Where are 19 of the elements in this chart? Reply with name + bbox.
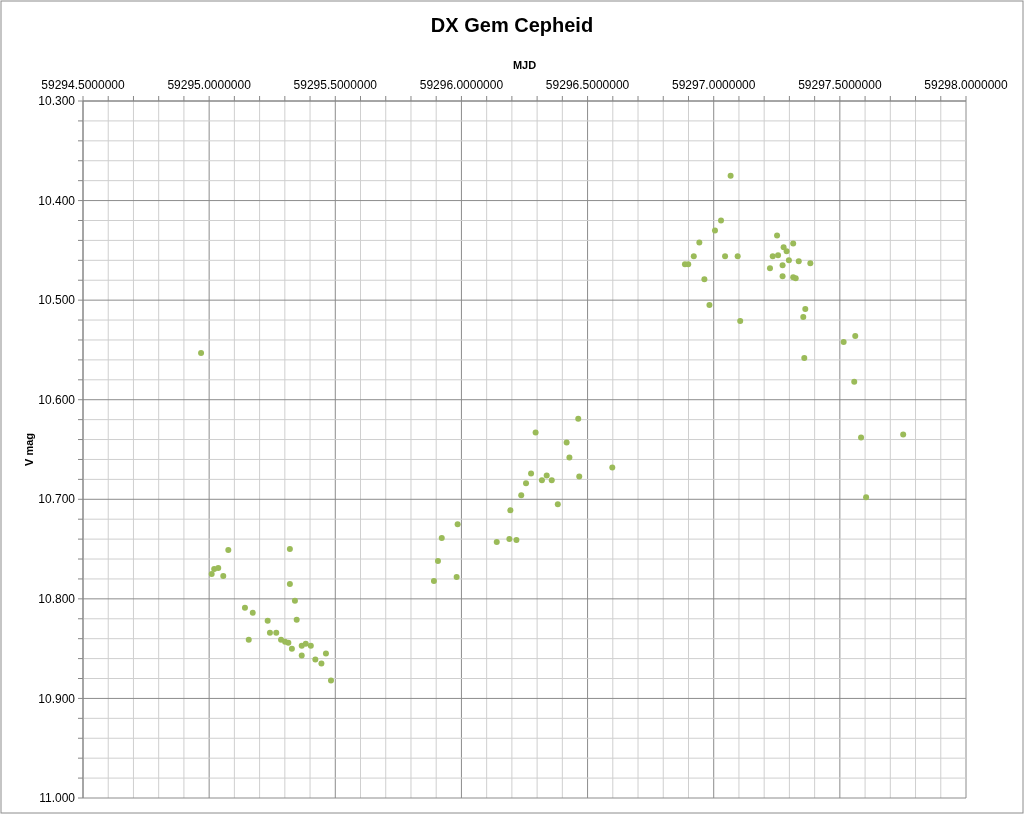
y-tick-label: 10.600	[38, 392, 76, 407]
y-axis-title: V mag	[23, 432, 35, 467]
x-tick-label: 59295.5000000	[293, 78, 378, 92]
y-tick-label: 10.500	[38, 293, 76, 308]
x-tick-label: 59294.5000000	[41, 78, 126, 92]
x-tick-label: 59296.5000000	[545, 78, 630, 92]
x-tick-label: 59295.0000000	[167, 78, 252, 92]
x-tick-label: 59298.0000000	[924, 78, 1009, 92]
y-tick-label: 10.900	[38, 691, 76, 706]
x-tick-label: 59296.0000000	[419, 78, 504, 92]
x-tick-label: 59297.0000000	[672, 78, 756, 92]
y-tick-label: 10.700	[38, 492, 76, 507]
x-tick-label: 59297.5000000	[798, 78, 882, 92]
y-tick-label: 11.000	[39, 791, 76, 806]
y-tick-label: 10.800	[38, 592, 76, 607]
y-tick-label: 10.400	[38, 193, 76, 208]
y-tick-label: 10.300	[38, 94, 76, 109]
x-axis-title: MJD	[512, 59, 537, 71]
chart-title: DX Gem Cepheid	[430, 14, 594, 36]
